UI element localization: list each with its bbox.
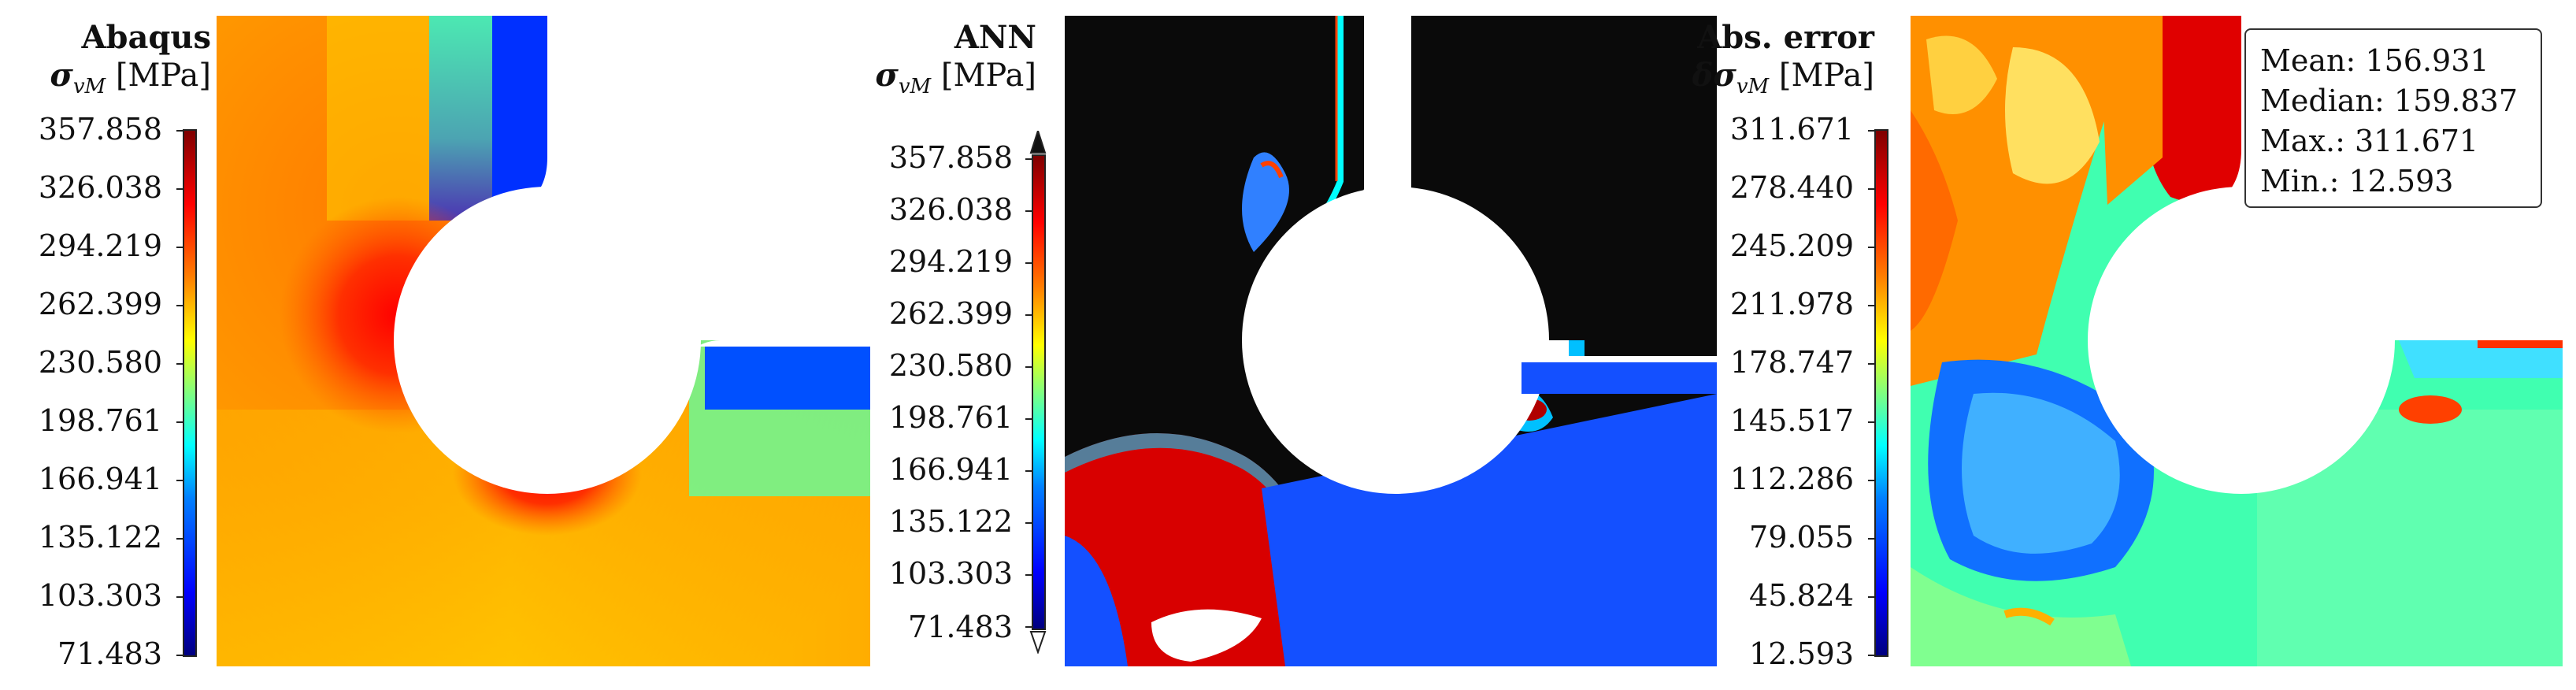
tick-label: 112.286 [1729,462,1854,496]
colorbar [176,129,197,657]
stress-field-plot [1065,16,1717,666]
tick-label: 245.209 [1729,228,1854,263]
tick-label: 326.038 [38,170,162,205]
unit: [MPa] [940,58,1036,94]
colorbar-ticks: 357.858 326.038 294.219 262.399 230.580 … [788,0,1013,690]
tick-label: 145.517 [1729,403,1854,438]
tick-label: 135.122 [888,504,1013,539]
symbol: σ [875,57,899,94]
tick-label: 262.399 [38,287,162,321]
tick-label: 135.122 [38,520,162,555]
tick-label: 311.671 [1729,112,1854,147]
stress-field-plot [217,16,870,666]
symbol: σ [50,57,73,94]
colorbar-label: σvM [MPa] [788,58,1036,104]
tick-label: 294.219 [38,228,162,263]
tick-label: 45.824 [1749,578,1854,613]
stat-min: Min.: 12.593 [2260,164,2454,198]
tick-label: 166.941 [38,462,162,496]
stat-mean: Mean: 156.931 [2260,43,2489,78]
colorbar [1868,129,1888,657]
panel-title: Abaqus [81,19,212,56]
colorbar-ticks: 311.671 278.440 245.209 211.978 178.747 … [1575,0,1854,690]
colorbar [1025,154,1046,630]
colorbar-label: δσvM [MPa] [1575,58,1874,104]
panel-title: Abs. error [1697,19,1874,56]
stat-median: Median: 159.837 [2260,83,2519,118]
stat-max: Max.: 311.671 [2260,124,2479,158]
tick-label: 71.483 [908,610,1013,644]
colorbar-arrow-bottom [1029,631,1047,654]
tick-label: 166.941 [888,452,1013,487]
tick-label: 103.303 [38,578,162,613]
tick-label: 230.580 [888,348,1013,383]
tick-label: 357.858 [38,112,162,147]
statistics-box: Mean: 156.931 Median: 159.837 Max.: 311.… [2244,28,2542,208]
tick-label: 79.055 [1749,520,1854,555]
panel-title: ANN [954,19,1036,56]
unit: [MPa] [115,58,211,94]
tick-label: 12.593 [1749,636,1854,671]
unit: [MPa] [1778,58,1874,94]
colorbar-arrow-top [1029,131,1047,154]
tick-label: 103.303 [888,556,1013,591]
tick-label: 262.399 [888,296,1013,331]
symbol: δσ [1692,57,1736,94]
tick-label: 198.761 [888,400,1013,435]
symbol-subscript: vM [898,75,932,98]
tick-label: 326.038 [888,192,1013,227]
tick-label: 211.978 [1729,287,1854,321]
symbol-subscript: vM [1736,75,1770,98]
tick-label: 198.761 [38,403,162,438]
colorbar-ticks: 357.858 326.038 294.219 262.399 230.580 … [0,0,162,690]
tick-label: 71.483 [57,636,162,671]
tick-label: 357.858 [888,140,1013,175]
tick-label: 294.219 [888,244,1013,279]
symbol-subscript: vM [72,75,106,98]
tick-label: 178.747 [1729,345,1854,380]
tick-label: 278.440 [1729,170,1854,205]
tick-label: 230.580 [38,345,162,380]
colorbar-label: σvM [MPa] [0,58,211,104]
